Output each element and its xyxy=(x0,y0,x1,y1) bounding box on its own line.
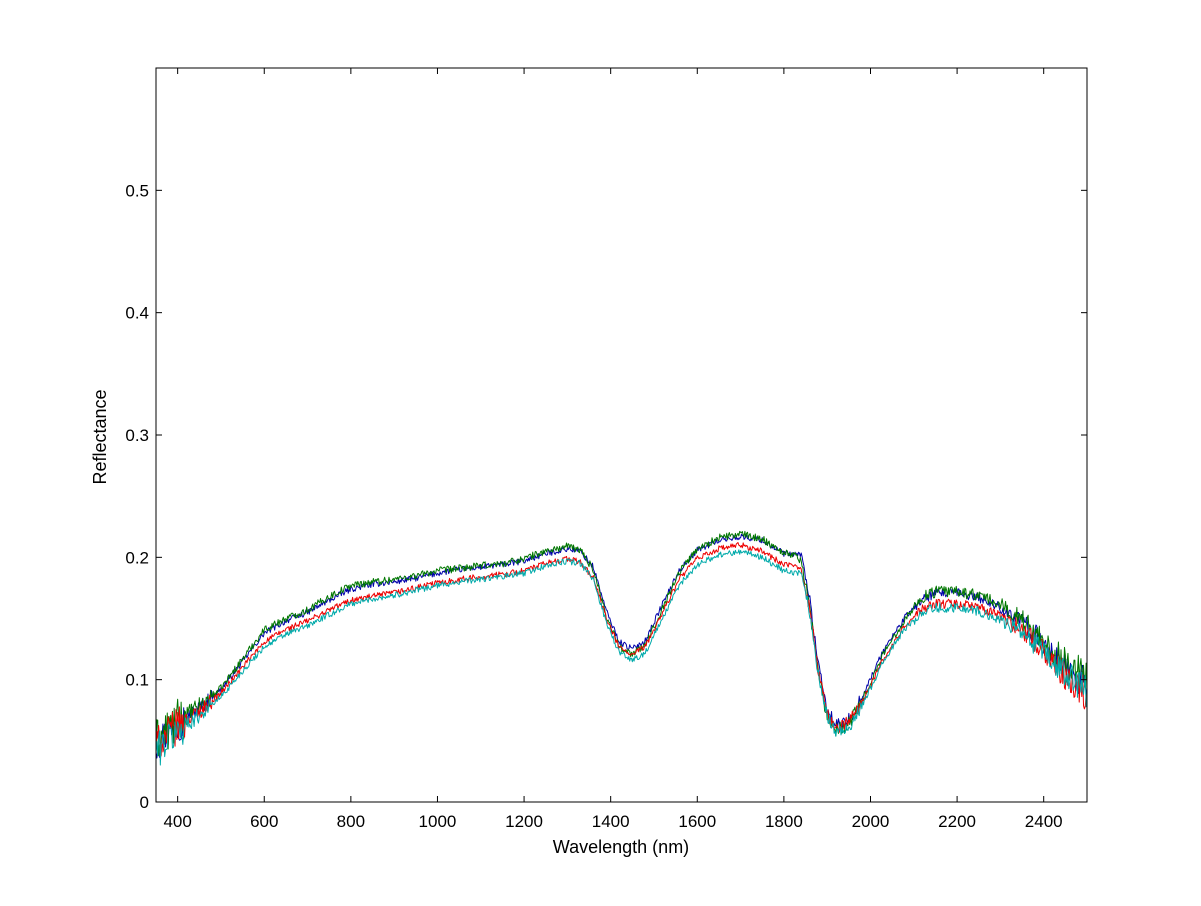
tick-layer: 400 600 800 1000 1200 1400 1600 1800 2000 2200 240… xyxy=(125,68,1087,831)
plot-frame xyxy=(155,67,1088,803)
x-tick-label: 800 xyxy=(337,812,365,831)
series-layer xyxy=(155,530,1088,766)
x-axis-label: Wavelength (nm) xyxy=(553,837,689,857)
plot-area xyxy=(156,68,1087,802)
x-tick-label: 400 xyxy=(163,812,191,831)
y-tick-label: 0.1 xyxy=(125,671,149,690)
x-tick-label: 1400 xyxy=(592,812,630,831)
x-tick-label: 1800 xyxy=(765,812,803,831)
y-tick-label: 0.3 xyxy=(125,426,149,445)
x-tick-label: 2000 xyxy=(852,812,890,831)
x-tick-label: 600 xyxy=(250,812,278,831)
x-tick-label: 2400 xyxy=(1025,812,1063,831)
x-tick-label: 1600 xyxy=(678,812,716,831)
x-tick-label: 2200 xyxy=(938,812,976,831)
y-tick-label: 0.4 xyxy=(125,304,149,323)
y-tick-label: 0.2 xyxy=(125,548,149,567)
x-tick-label: 1200 xyxy=(505,812,543,831)
y-tick-label: 0 xyxy=(140,793,149,812)
series-line-2 xyxy=(155,530,1088,757)
y-tick-label: 0.5 xyxy=(125,181,149,200)
series-line-4 xyxy=(155,549,1088,766)
y-axis-label: Reflectance xyxy=(90,389,110,484)
x-tick-label: 1000 xyxy=(419,812,457,831)
